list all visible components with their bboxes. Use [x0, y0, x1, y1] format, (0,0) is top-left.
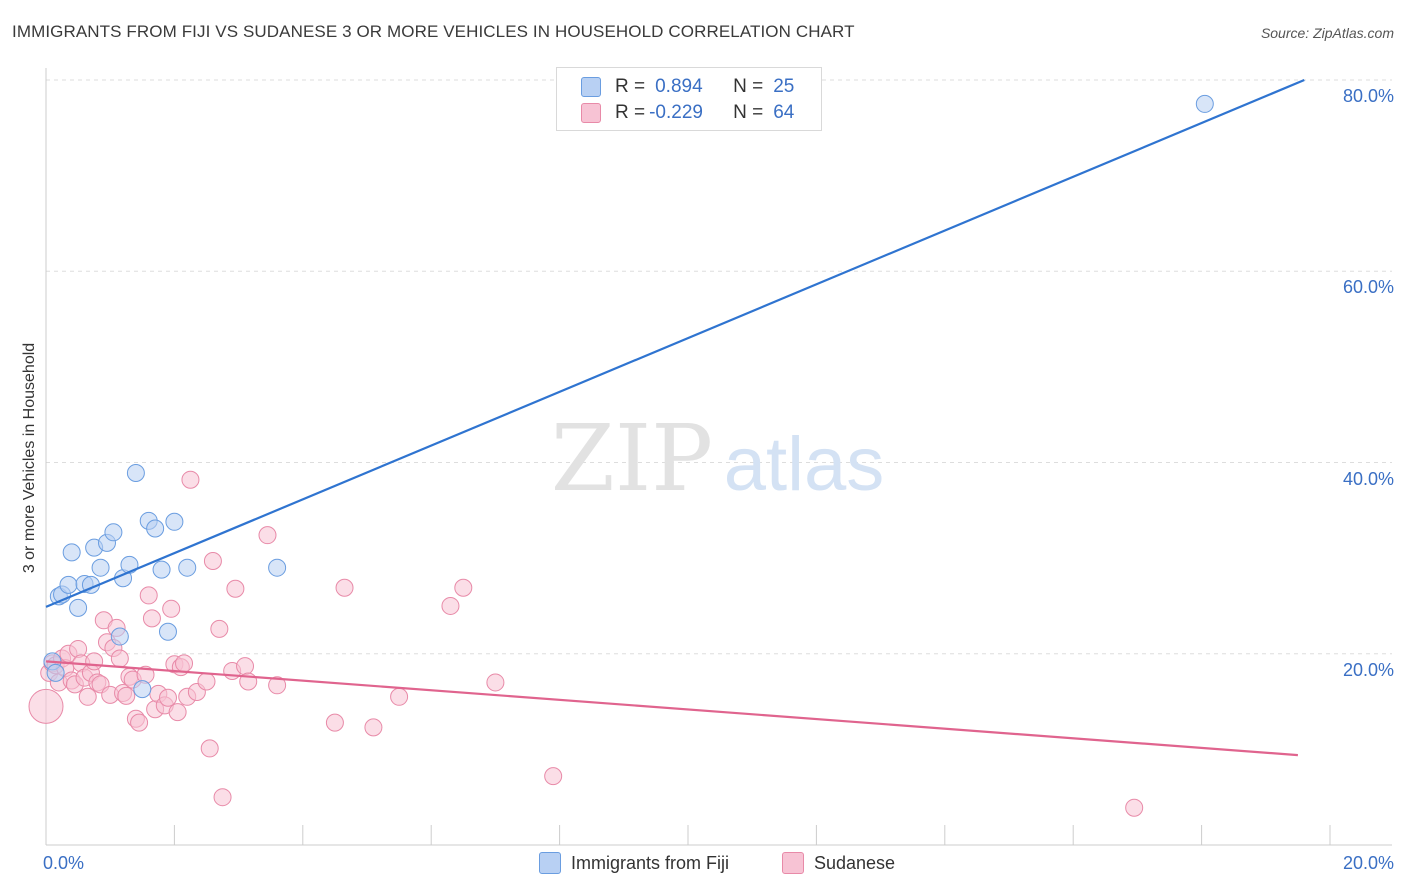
legend-fiji-swatch	[539, 852, 561, 874]
sudanese-point	[268, 676, 287, 695]
legend-row-fiji: R = 0.894 N = 25	[581, 74, 794, 100]
sudanese-point	[203, 551, 222, 570]
fiji-n-label: N =	[733, 76, 764, 97]
series-legend: Immigrants from Fiji Sudanese	[0, 852, 1406, 876]
sudanese-point	[139, 586, 158, 605]
legend-row-sudanese: R = -0.229 N = 64	[581, 100, 794, 126]
sudanese-r-value: -0.229	[649, 102, 703, 123]
fiji-r-label: R =	[615, 76, 646, 97]
sudanese-point	[175, 654, 194, 673]
sudanese-point	[236, 657, 255, 676]
chart-title: IMMIGRANTS FROM FIJI VS SUDANESE 3 OR MO…	[12, 22, 855, 41]
fiji-point	[146, 519, 165, 538]
sudanese-point	[181, 470, 200, 489]
y-tick-label-3: 80.0%	[1342, 86, 1394, 106]
sudanese-point	[390, 687, 409, 706]
fiji-point	[126, 464, 145, 483]
legend-sudanese-label: Sudanese	[814, 852, 896, 873]
correlation-legend: R = 0.894 N = 25 R = -0.229 N = 64	[556, 67, 822, 131]
fiji-point	[165, 512, 184, 531]
sudanese-point	[158, 688, 177, 707]
fiji-point	[110, 627, 129, 646]
sudanese-point	[210, 619, 229, 638]
sudanese-point	[85, 652, 104, 671]
sudanese-trend-line	[45, 660, 1298, 757]
y-tick-label-2: 60.0%	[1342, 277, 1394, 298]
legend-sudanese-swatch	[782, 852, 804, 874]
axes	[45, 68, 1392, 846]
fiji-point	[133, 680, 152, 699]
sudanese-point	[130, 713, 149, 732]
sudanese-n-value: 64	[773, 102, 795, 123]
source-label: Source: ZipAtlas.com	[1260, 25, 1394, 41]
legend-item-fiji: Immigrants from Fiji	[539, 852, 729, 874]
sudanese-point	[28, 688, 64, 724]
fiji-point	[178, 558, 197, 577]
sudanese-point	[258, 526, 277, 545]
fiji-n-value: 25	[773, 76, 795, 97]
y-tick-label-1: 40.0%	[1342, 468, 1394, 489]
fiji-point	[104, 523, 123, 542]
sudanese-point	[168, 703, 187, 722]
fiji-r-value: 0.894	[655, 76, 703, 97]
sudanese-points	[28, 470, 1144, 817]
sudanese-n-label: N =	[733, 102, 764, 123]
legend-fiji-label: Immigrants from Fiji	[571, 852, 730, 873]
sudanese-point	[364, 718, 383, 737]
sudanese-point	[78, 687, 97, 706]
fiji-point	[46, 663, 65, 682]
fiji-point	[62, 543, 81, 562]
sudanese-point	[142, 609, 161, 628]
watermark: ZIP atlas	[551, 405, 884, 512]
sudanese-point	[197, 672, 216, 691]
sudanese-point	[1125, 798, 1144, 817]
grid-lines	[46, 79, 1392, 655]
fiji-point	[59, 575, 78, 594]
fiji-points	[43, 94, 1214, 699]
watermark-zip: ZIP	[551, 405, 713, 512]
fiji-point	[158, 622, 177, 641]
sudanese-point	[110, 649, 129, 668]
y-tick-label-0: 20.0%	[1342, 659, 1394, 680]
x-tick-label-max: 20.0%	[1342, 853, 1394, 873]
sudanese-r-label: R =	[615, 102, 646, 123]
sudanese-point	[544, 767, 563, 786]
fiji-swatch	[581, 77, 601, 97]
sudanese-point	[162, 599, 181, 618]
legend-item-sudanese: Sudanese	[782, 852, 895, 874]
sudanese-point	[486, 673, 505, 692]
fiji-point	[69, 598, 88, 617]
sudanese-point	[454, 578, 473, 597]
fiji-point	[268, 558, 287, 577]
sudanese-swatch	[581, 103, 601, 123]
x-tick-label-min: 0.0%	[43, 853, 85, 873]
fiji-point	[152, 560, 171, 579]
fiji-trend-line	[45, 78, 1305, 608]
sudanese-point	[117, 686, 136, 705]
fiji-point	[1195, 94, 1214, 113]
sudanese-point	[441, 596, 460, 615]
sudanese-point	[335, 578, 354, 597]
sudanese-point	[213, 788, 232, 807]
sudanese-point	[200, 739, 219, 758]
sudanese-point	[226, 579, 245, 598]
sudanese-point	[325, 713, 344, 732]
trend-lines	[45, 78, 1305, 757]
fiji-point	[91, 558, 110, 577]
watermark-atlas: atlas	[724, 422, 885, 507]
